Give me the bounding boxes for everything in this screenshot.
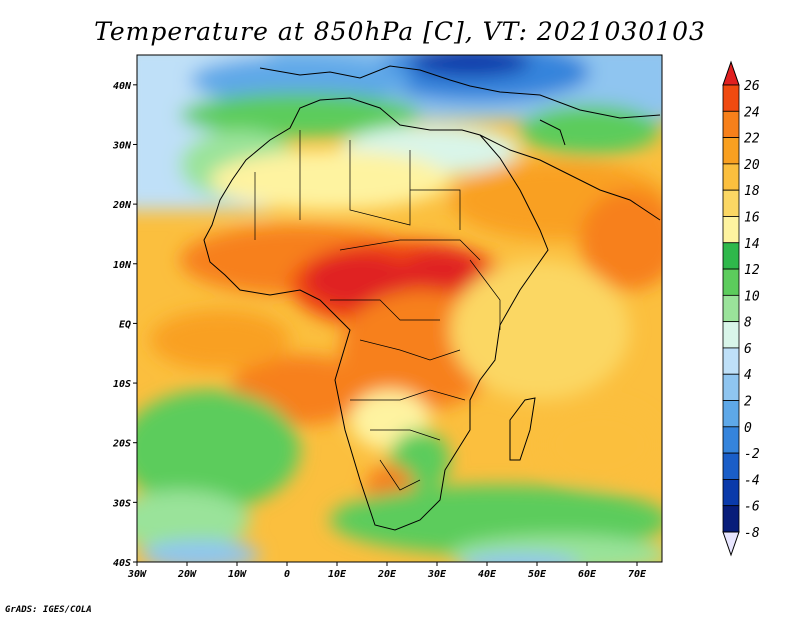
colorbar-tick-label: -2 [744,447,760,462]
colorbar-swatch [722,242,740,270]
lon-tick-label: 20W [177,569,197,580]
colorbar-tick-label: -4 [744,473,760,488]
lat-tick-label: 40N [113,81,132,92]
colorbar-tick-label: 6 [744,342,752,357]
colorbar-tick-label: 12 [744,263,760,278]
colorbar-tick-label: 20 [744,158,760,173]
colorbar-tick-label: 2 [744,395,752,410]
lon-tick-label: 10W [228,569,247,580]
longitude-axis: 30W 20W 10W 0 10E 20E 30E 40E 50E 60E 70E [127,562,647,580]
colorbar-bottom-arrow [722,531,740,557]
country-borders [254,130,501,491]
colorbar-tick-label: 4 [744,368,752,383]
temperature-field [137,55,662,562]
lon-tick-label: 20E [377,569,397,580]
colorbar-swatch [722,321,740,349]
colorbar-tick-label: 22 [744,132,760,147]
lon-tick-label: 70E [628,569,647,580]
colorbar-swatch [722,84,740,112]
lon-tick-label: 10E [328,569,347,580]
lon-tick-label: 40E [478,569,497,580]
colorbar-tick-label: 18 [744,184,760,199]
latitude-axis: 40N 30N 20N 10N EQ 10S 20S 30S 40S [112,81,137,569]
lat-tick-label: 20N [112,200,132,211]
lat-tick-label: 20S [112,439,131,450]
lon-tick-label: 50E [528,569,547,580]
lat-tick-label: 30S [112,498,131,509]
colorbar-swatch [722,347,740,375]
lat-tick-label: EQ [119,319,131,330]
colorbar-swatch [722,400,740,428]
colorbar-tick-label: -8 [744,526,760,541]
lon-tick-label: 60E [578,569,597,580]
colorbar-swatch [722,505,740,533]
lat-tick-label: 10N [113,260,132,271]
colorbar-tick-label: -6 [744,500,760,515]
colorbar-tick-label: 14 [744,237,760,252]
colorbar-tick-label: 16 [744,210,760,225]
colorbar-swatch [722,110,740,138]
lat-tick-label: 10S [113,379,131,390]
colorbar-swatch [722,137,740,165]
colorbar-swatch [722,373,740,401]
colorbar-swatch [722,163,740,191]
colorbar-tick-label: 8 [744,316,752,331]
colorbar-swatch [722,294,740,323]
lat-tick-label: 40S [113,558,131,569]
colorbar-swatch [722,426,740,454]
colorbar-swatch [722,452,740,480]
lon-tick-label: 0 [284,569,290,580]
colorbar-swatch [722,479,740,507]
colorbar-top-arrow [722,60,740,86]
lat-tick-label: 30N [112,140,132,151]
colorbar-swatch [722,189,740,217]
colorbar-tick-label: 26 [744,79,760,94]
lon-tick-label: 30W [127,569,147,580]
colorbar-swatch [722,268,740,296]
colorbar-tick-label: 10 [744,289,760,304]
colorbar-swatch [722,216,740,244]
lon-tick-label: 30E [427,569,447,580]
map-frame [136,54,663,563]
colorbar-tick-label: 0 [744,421,752,436]
credit-label: GrADS: IGES/COLA [5,605,92,615]
map-title: Temperature at 850hPa [C], VT: 202103010… [94,17,706,46]
colorbar-tick-label: 24 [744,105,760,120]
